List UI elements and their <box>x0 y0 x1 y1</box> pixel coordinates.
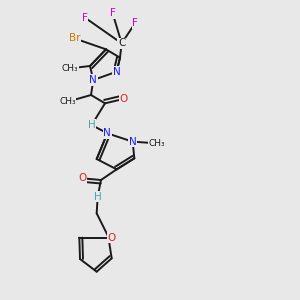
Text: F: F <box>82 13 88 23</box>
Text: N: N <box>89 75 97 85</box>
Text: C: C <box>118 38 125 48</box>
Text: H: H <box>94 192 101 202</box>
Text: CH₃: CH₃ <box>148 139 165 148</box>
Text: Br: Br <box>69 33 80 43</box>
Text: N: N <box>103 128 111 138</box>
Text: O: O <box>107 233 116 243</box>
Text: H: H <box>88 120 95 130</box>
Text: O: O <box>119 94 128 104</box>
Text: CH₃: CH₃ <box>59 97 76 106</box>
Text: CH₃: CH₃ <box>62 64 78 73</box>
Text: O: O <box>79 173 87 183</box>
Text: F: F <box>110 8 116 18</box>
Text: F: F <box>132 18 138 28</box>
Text: N: N <box>113 67 121 77</box>
Text: N: N <box>129 137 136 147</box>
